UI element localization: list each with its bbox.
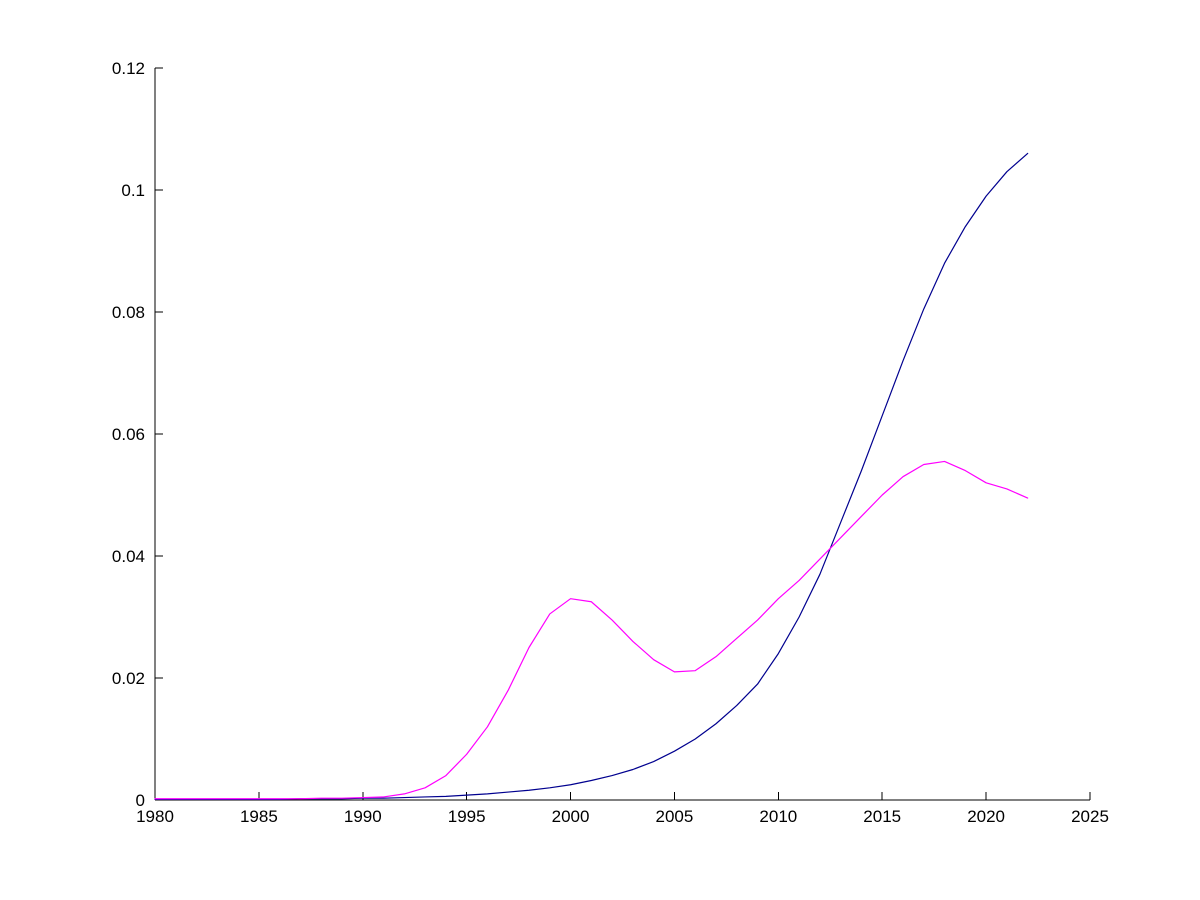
- x-tick-label: 2015: [863, 807, 901, 826]
- y-tick-label: 0.06: [112, 425, 145, 444]
- x-tick-label: 1980: [136, 807, 174, 826]
- series-line-magenta-series: [154, 460, 1029, 800]
- series-line-dark-blue-series: [154, 152, 1029, 800]
- x-tick-label: 1985: [240, 807, 278, 826]
- x-tick-label: 1995: [448, 807, 486, 826]
- y-tick-label: 0.12: [112, 59, 145, 78]
- y-tick-label: 0.02: [112, 669, 145, 688]
- y-tick-label: 0.1: [121, 181, 145, 200]
- y-tick-label: 0: [136, 791, 145, 810]
- x-tick-label: 2020: [967, 807, 1005, 826]
- x-tick-label: 2005: [656, 807, 694, 826]
- y-tick-label: 0.08: [112, 303, 145, 322]
- x-tick-label: 2025: [1071, 807, 1109, 826]
- x-tick-label: 2010: [759, 807, 797, 826]
- x-tick-label: 2000: [552, 807, 590, 826]
- y-tick-label: 0.04: [112, 547, 145, 566]
- x-tick-label: 1990: [344, 807, 382, 826]
